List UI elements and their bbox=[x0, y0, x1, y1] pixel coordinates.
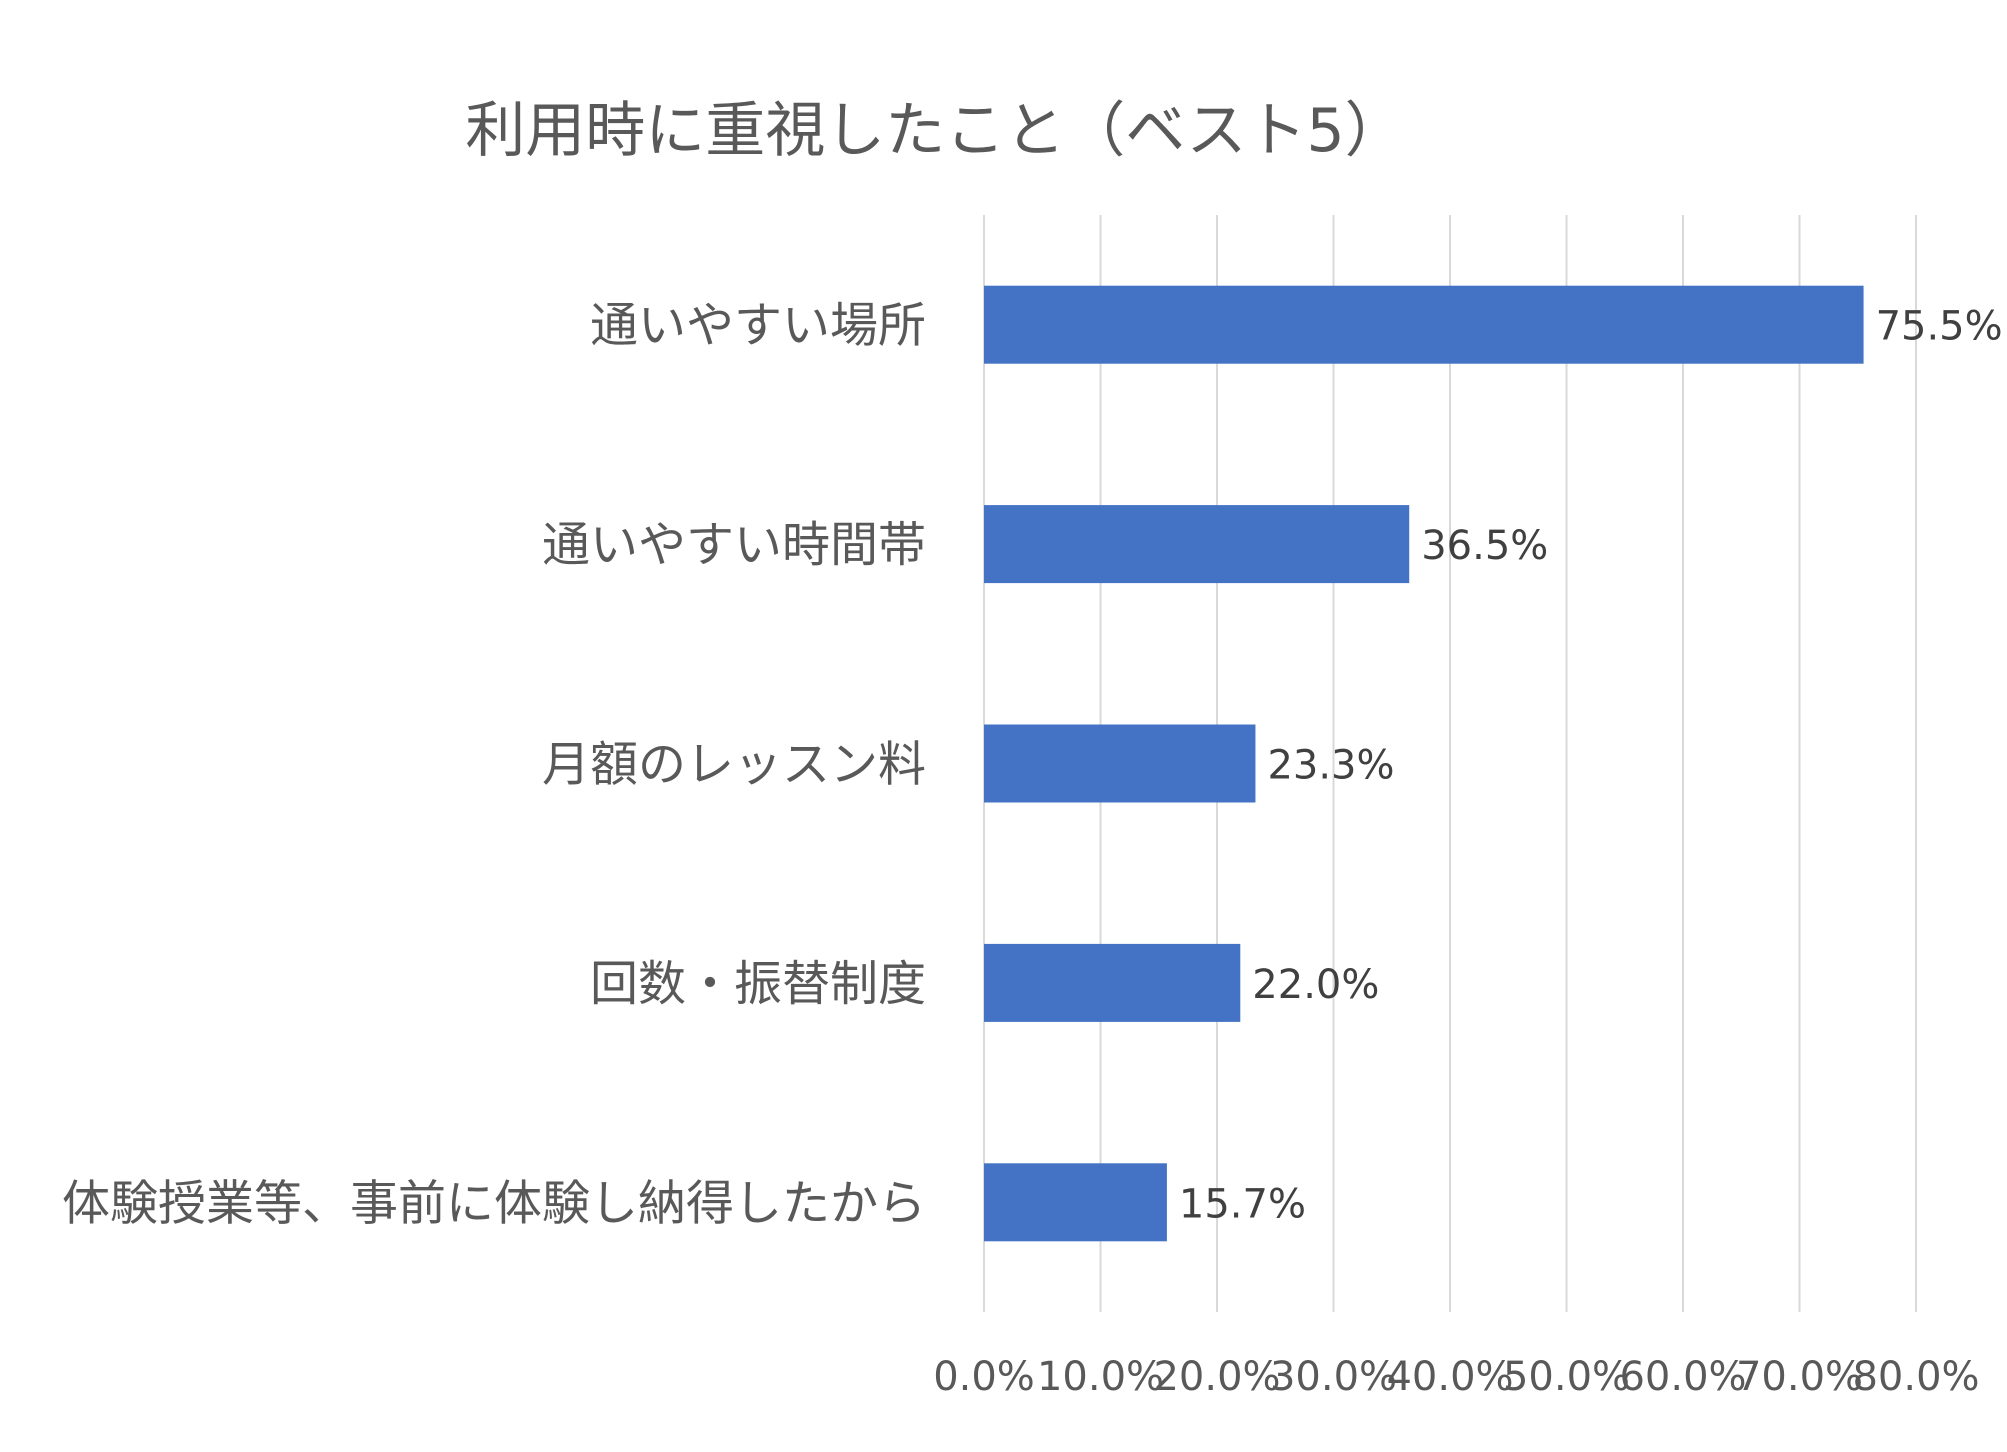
category-label: 月額のレッスン料 bbox=[542, 737, 926, 793]
x-tick-label: 20.0% bbox=[1153, 1354, 1280, 1400]
x-tick-label: 10.0% bbox=[1037, 1354, 1164, 1400]
x-tick-label: 0.0% bbox=[933, 1354, 1035, 1400]
x-tick-label: 30.0% bbox=[1270, 1354, 1397, 1400]
category-label: 通いやすい時間帯 bbox=[542, 517, 926, 573]
x-tick-label: 70.0% bbox=[1736, 1354, 1863, 1400]
bars bbox=[984, 285, 1864, 1242]
bar bbox=[984, 1163, 1167, 1242]
bar bbox=[984, 943, 1241, 1022]
data-label: 22.0% bbox=[1252, 962, 1379, 1008]
category-label: 体験授業等、事前に体験し納得したから bbox=[62, 1175, 926, 1231]
bar bbox=[984, 505, 1410, 584]
data-labels: 75.5% 36.5% 23.3% 22.0% 15.7% bbox=[1179, 304, 2003, 1228]
data-label: 75.5% bbox=[1876, 304, 2003, 350]
chart-title: 利用時に重視したこと（ベスト5） bbox=[465, 96, 1405, 166]
x-tick-label: 60.0% bbox=[1619, 1354, 1746, 1400]
x-axis-ticks: 0.0% 10.0%20.0%30.0%40.0%50.0%60.0%70.0%8… bbox=[933, 1354, 1979, 1400]
data-label: 15.7% bbox=[1179, 1181, 1306, 1227]
x-tick-label: 80.0% bbox=[1852, 1354, 1979, 1400]
category-label: 通いやすい場所 bbox=[590, 298, 926, 354]
x-tick-label: 40.0% bbox=[1386, 1354, 1513, 1400]
data-label: 36.5% bbox=[1421, 523, 1548, 569]
category-labels: 通いやすい場所通いやすい時間帯月額のレッスン料回数・振替制度体験授業等、事前に体… bbox=[62, 298, 926, 1232]
x-tick-label: 50.0% bbox=[1503, 1354, 1630, 1400]
bar bbox=[984, 724, 1256, 803]
data-label: 23.3% bbox=[1267, 743, 1394, 789]
category-label: 回数・振替制度 bbox=[590, 956, 926, 1012]
bar bbox=[984, 285, 1864, 364]
